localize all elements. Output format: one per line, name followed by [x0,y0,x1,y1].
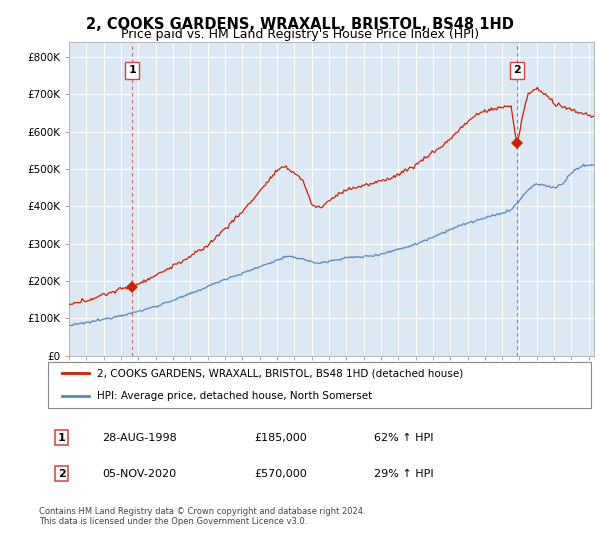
Text: 2, COOKS GARDENS, WRAXALL, BRISTOL, BS48 1HD (detached house): 2, COOKS GARDENS, WRAXALL, BRISTOL, BS48… [97,368,463,378]
FancyBboxPatch shape [48,362,591,408]
Text: 05-NOV-2020: 05-NOV-2020 [103,469,176,479]
Text: 29% ↑ HPI: 29% ↑ HPI [374,469,433,479]
Text: Price paid vs. HM Land Registry's House Price Index (HPI): Price paid vs. HM Land Registry's House … [121,28,479,41]
Text: 1: 1 [128,65,136,75]
Text: 2: 2 [58,469,65,479]
Text: 62% ↑ HPI: 62% ↑ HPI [374,433,433,443]
Text: 28-AUG-1998: 28-AUG-1998 [103,433,177,443]
Text: 2, COOKS GARDENS, WRAXALL, BRISTOL, BS48 1HD: 2, COOKS GARDENS, WRAXALL, BRISTOL, BS48… [86,17,514,32]
Text: £570,000: £570,000 [254,469,307,479]
Text: 2: 2 [513,65,521,75]
Text: HPI: Average price, detached house, North Somerset: HPI: Average price, detached house, Nort… [97,391,372,401]
Text: £185,000: £185,000 [254,433,307,443]
Text: Contains HM Land Registry data © Crown copyright and database right 2024.
This d: Contains HM Land Registry data © Crown c… [39,507,365,526]
Text: 1: 1 [58,433,65,443]
